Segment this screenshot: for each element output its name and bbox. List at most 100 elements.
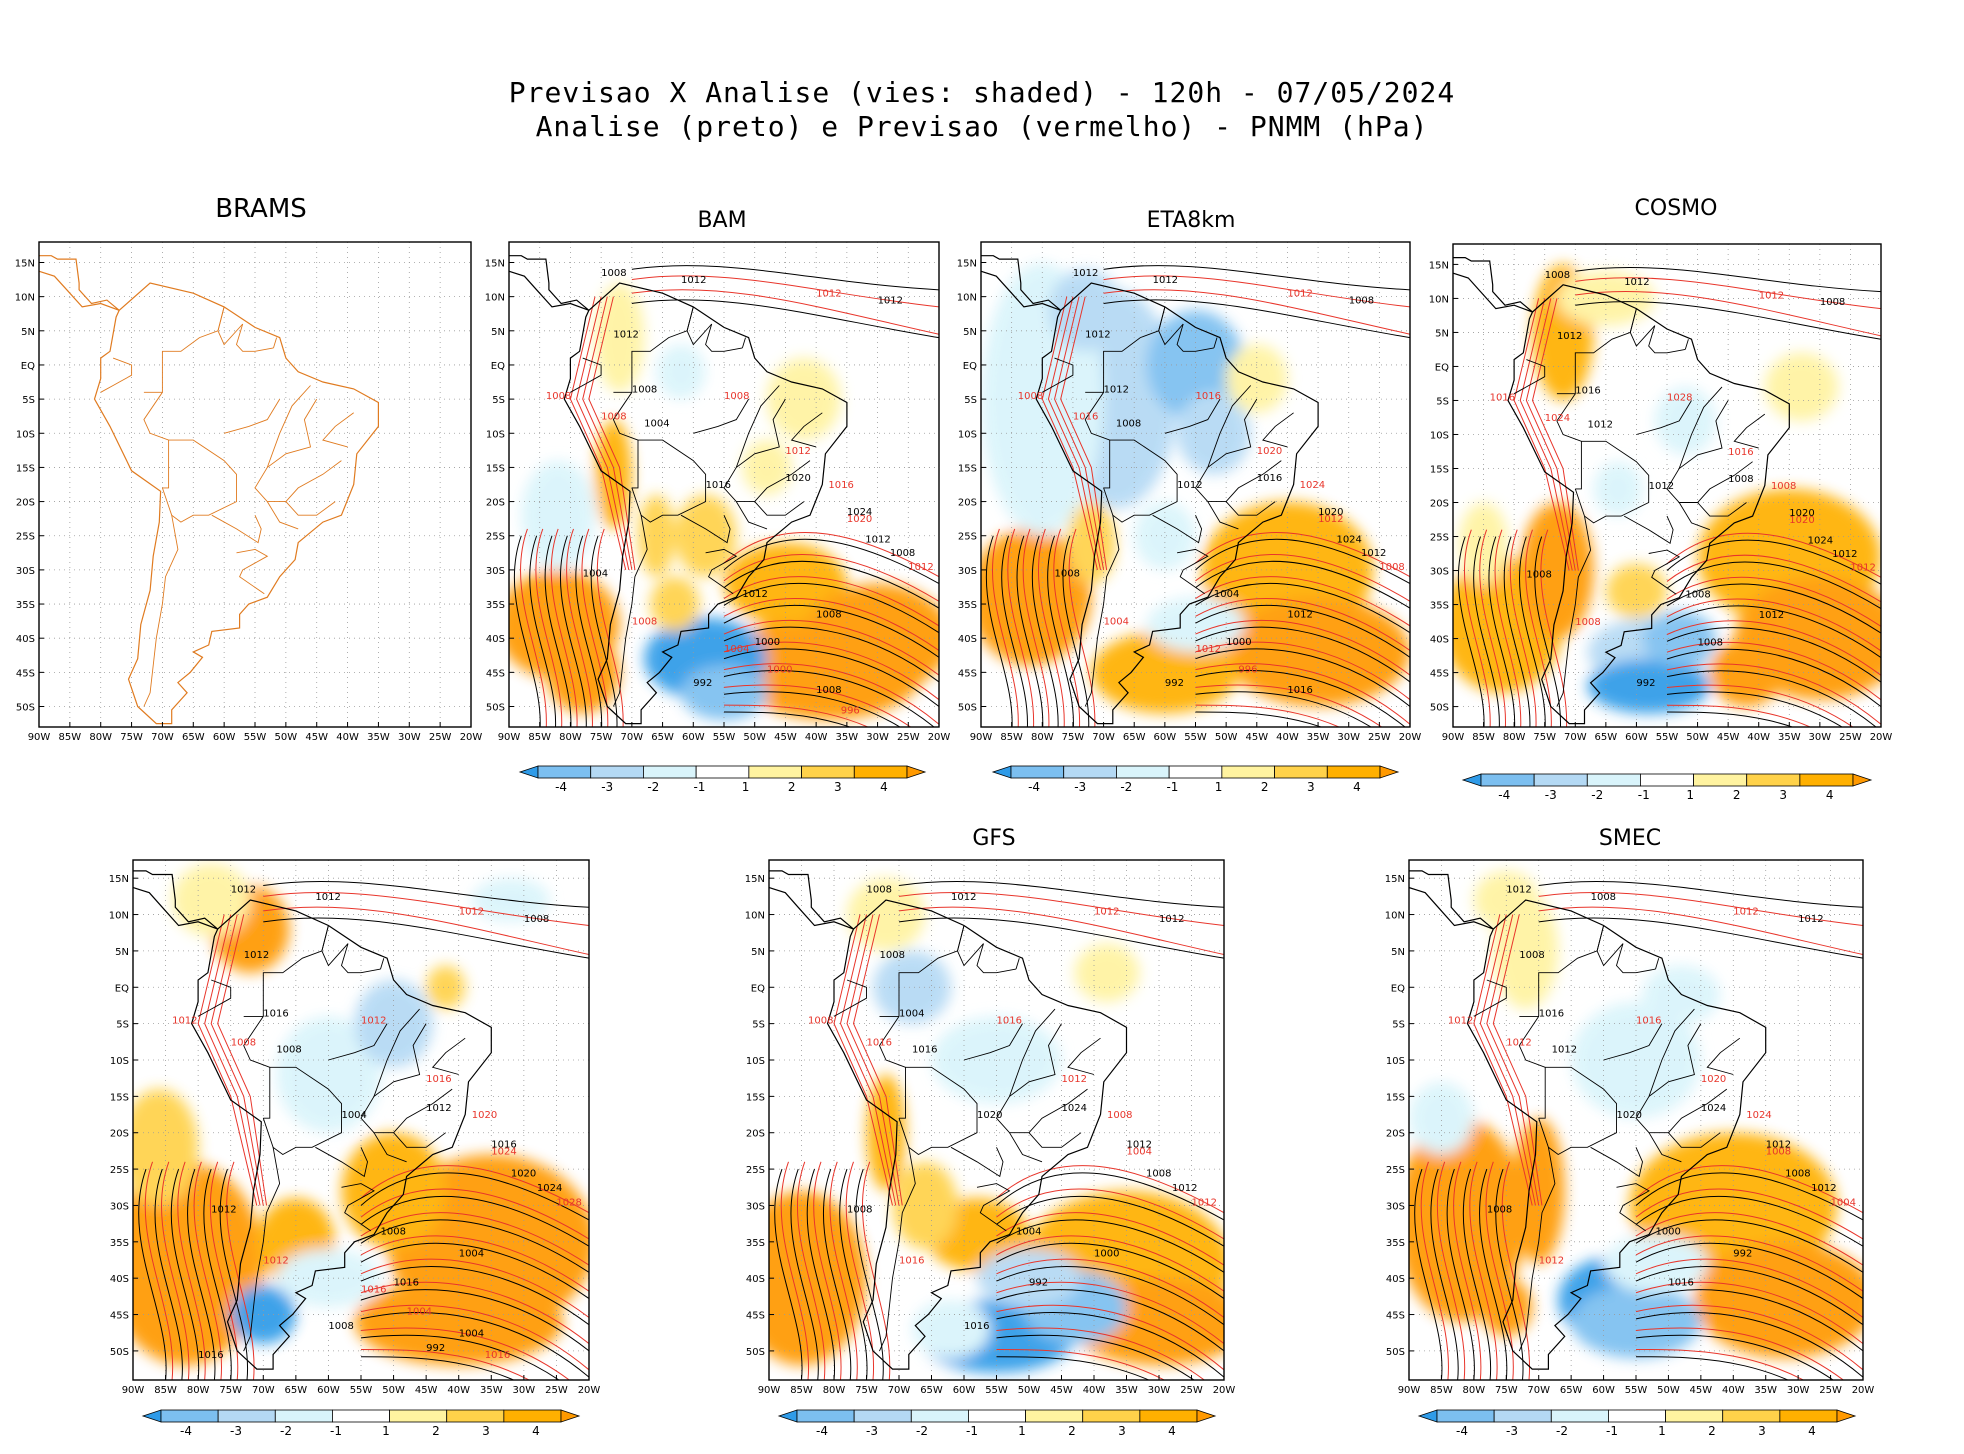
isobar-label-forecast: 1016 xyxy=(899,1256,924,1267)
colorbar-segment xyxy=(590,765,644,779)
isobar-label-analysis: 1012 xyxy=(1557,331,1582,342)
isobar-label-analysis: 1004 xyxy=(1214,589,1239,600)
lat-label: 5N xyxy=(1435,328,1449,339)
country-border xyxy=(1084,515,1120,707)
colorbar-segment xyxy=(1274,765,1328,779)
isobar-label-analysis: 1012 xyxy=(1361,548,1386,559)
colorbar-segment xyxy=(1665,1409,1724,1423)
lon-label: 80W xyxy=(187,1385,210,1396)
main-title-line1: Previsao X Analise (vies: shaded) - 120h… xyxy=(508,76,1456,109)
colorbar-label: 3 xyxy=(1307,780,1315,794)
main-title-line2: Analise (preto) e Previsao (vermelho) - … xyxy=(535,110,1429,143)
isobar-label-analysis: 1020 xyxy=(511,1168,536,1179)
isobar-forecast xyxy=(144,1161,174,1380)
isobar-analysis xyxy=(996,1172,1224,1221)
colorbar-segment xyxy=(853,1409,912,1423)
panel-title-gfs: GFS xyxy=(972,826,1016,851)
coastline xyxy=(1507,284,1790,725)
isobar-forecast xyxy=(197,914,258,1206)
colorbar-segment xyxy=(389,1409,448,1423)
isobar-line xyxy=(631,265,939,291)
isobar-label-analysis: 1012 xyxy=(1624,277,1649,288)
isobar-label-forecast: 1020 xyxy=(472,1110,497,1121)
isobar-analysis xyxy=(1195,582,1410,634)
lon-label: 20W xyxy=(1399,732,1422,743)
isobar-label-forecast: 996 xyxy=(841,705,860,716)
colorbar-label: 1 xyxy=(1215,780,1223,794)
lon-label: 20W xyxy=(578,1385,601,1396)
isobar-label-forecast: 1024 xyxy=(1746,1110,1771,1121)
country-border xyxy=(1697,502,1747,517)
isobar-forecast xyxy=(1666,532,1881,578)
isobar-label-forecast: 1020 xyxy=(1257,446,1282,457)
isobar-forecast xyxy=(1666,598,1881,652)
isobar-forecast xyxy=(846,914,900,1206)
map-svg: 1012 1012 1008 1012 1012 1008 1012 1016 1020 1024… xyxy=(957,241,1421,743)
lon-label: 70W xyxy=(1564,732,1587,743)
isobar-label-forecast: 1016 xyxy=(828,480,853,491)
isobar-label-forecast: 1012 xyxy=(1192,1197,1217,1208)
isobar-forecast xyxy=(209,1161,239,1380)
isobar-forecast xyxy=(588,296,636,570)
country-border xyxy=(1596,925,1624,967)
isobar-label-forecast: 1008 xyxy=(632,617,657,628)
isobar-forecast xyxy=(1509,529,1537,727)
colorbar-label: -2 xyxy=(1120,780,1132,794)
coastline xyxy=(509,255,590,311)
isobar-analysis xyxy=(1195,648,1410,707)
country-border xyxy=(741,337,746,349)
isobar-label-forecast: 1012 xyxy=(361,1016,386,1027)
country-border xyxy=(1262,412,1294,448)
isobar-label-analysis: 1012 xyxy=(1153,275,1178,286)
lat-label: 35S xyxy=(1430,601,1449,612)
isobar-analysis xyxy=(1195,691,1372,727)
isobar-analysis xyxy=(1666,691,1843,727)
lat-label: 5S xyxy=(116,1020,129,1031)
isobar-label-analysis: 1008 xyxy=(816,610,841,621)
isobar-analysis xyxy=(360,1172,589,1221)
country-border xyxy=(322,412,354,448)
isobar-analysis xyxy=(360,1242,589,1299)
lat-label: 15N xyxy=(957,258,977,269)
bias-area xyxy=(1654,386,1716,455)
colorbar-label: -2 xyxy=(1556,1424,1568,1438)
isobar-analysis xyxy=(723,582,939,634)
isobar-line xyxy=(1538,906,1863,956)
lat-label: 40S xyxy=(1430,635,1449,646)
isobar-label-analysis: 1024 xyxy=(847,507,872,518)
country-border xyxy=(1684,339,1689,350)
isobar-label-analysis: 1008 xyxy=(1685,590,1710,601)
lat-label: 5N xyxy=(751,947,765,958)
isobar-analysis xyxy=(1001,535,1028,727)
isobar-label-forecast: 1012 xyxy=(1448,1016,1473,1027)
bias-area xyxy=(1074,943,1140,1002)
country-border xyxy=(705,548,738,595)
country-border xyxy=(1648,1008,1695,1097)
colorbar-cosmo: -4 -3 -2 -1 1 2 3 4 xyxy=(1461,773,1873,814)
isobar-analysis xyxy=(1457,536,1485,727)
lon-label: 70W xyxy=(1527,1385,1550,1396)
colorbar-label: 1 xyxy=(382,1424,390,1438)
isobar-forecast xyxy=(1635,1281,1863,1345)
bias-area xyxy=(133,1089,199,1206)
country-border xyxy=(1648,325,1686,354)
isobar-label-forecast: 1004 xyxy=(407,1307,432,1318)
lon-label: 70W xyxy=(621,732,644,743)
isobar-label-analysis: 992 xyxy=(1636,678,1655,689)
colorbar-label: 4 xyxy=(532,1424,540,1438)
colorbar-segment xyxy=(217,1409,276,1423)
colorbar-svg: -4 -3 -2 -1 1 2 3 4 xyxy=(1461,773,1873,802)
isobar-forecast xyxy=(861,1161,891,1380)
isobar-analysis xyxy=(1195,560,1410,609)
country-border xyxy=(285,501,336,516)
isobar-forecast xyxy=(1501,1161,1531,1380)
isobar-analysis xyxy=(360,1289,589,1352)
isobar-forecast xyxy=(1531,298,1579,571)
isobar-analysis xyxy=(1062,535,1090,727)
colorbar-label: 4 xyxy=(1808,1424,1816,1438)
isobar-forecast xyxy=(566,528,593,727)
country-border xyxy=(1207,501,1239,530)
isobar-analysis xyxy=(855,1168,884,1380)
isobar-analysis xyxy=(723,691,901,727)
lon-label: 80W xyxy=(1031,732,1054,743)
